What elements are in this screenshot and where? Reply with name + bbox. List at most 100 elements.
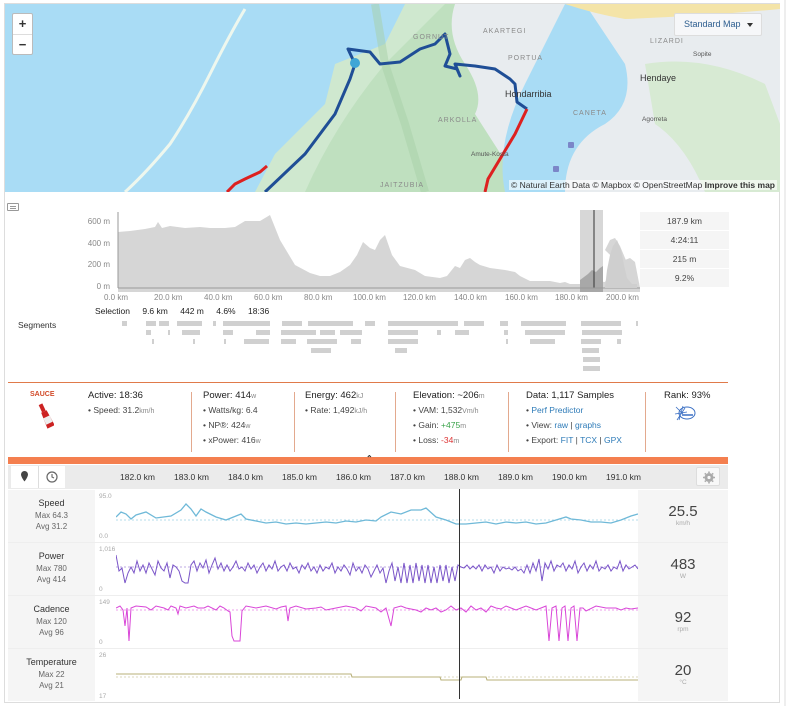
map-label: PORTUA [508, 55, 544, 62]
elev-x-tick: 180.0 km [555, 293, 588, 302]
export-gpx-link[interactable]: GPX [604, 435, 622, 445]
elev-x-tick: 0.0 km [104, 293, 129, 302]
elev-x-tick: 60.0 km [254, 293, 283, 302]
map-label: LIZARDI [650, 38, 684, 45]
temperature-current: 20 °C [638, 649, 728, 701]
graph-row-cadence: Cadence Max 120 Avg 96 149 0 92 rpm [8, 596, 728, 649]
map-label: Hendaye [640, 73, 677, 83]
cursor-stats-panel: 187.9 km 4:24:11 215 m 9.2% [640, 212, 729, 288]
sauce-stats-panel: SAUCE Active: 18:36 • Speed: 31.2km/h Po… [8, 384, 728, 456]
export-fit-link[interactable]: FIT [560, 435, 574, 445]
km-tick: 185.0 km [282, 472, 317, 482]
km-tick: 186.0 km [336, 472, 371, 482]
selection-summary: Selection 9.6 km 442 m 4.6% 18:36 [95, 306, 279, 316]
gear-icon [703, 471, 715, 484]
export-tcx-link[interactable]: TCX [580, 435, 598, 445]
power-stat: Power: 414w • Watts/kg: 6.4 • NP®: 424w … [203, 390, 261, 445]
attribution-text: © Natural Earth Data © Mapbox © OpenStre… [510, 180, 703, 190]
active-stat: Active: 18:36 • Speed: 31.2km/h [88, 390, 155, 415]
speed-current: 25.5 km/h [638, 490, 728, 542]
km-tick: 189.0 km [498, 472, 533, 482]
sauce-logo[interactable]: SAUCE [30, 391, 55, 398]
activity-panel [4, 3, 780, 703]
sauce-bottle-icon [38, 403, 54, 429]
map-label: Agorreta [642, 116, 667, 123]
selection-label: Selection [95, 306, 130, 316]
cursor-grade: 9.2% [640, 269, 729, 288]
cursor-elevation: 215 m [640, 250, 729, 269]
km-tick: 182.0 km [120, 472, 155, 482]
divider [508, 392, 509, 452]
cadence-graph[interactable] [116, 596, 638, 648]
chart-toggle-icon[interactable] [7, 203, 19, 211]
graphs-header: 182.0 km 183.0 km 184.0 km 185.0 km 186.… [8, 465, 728, 489]
stats-top-border [8, 382, 728, 383]
map-label: Hondarribia [505, 89, 552, 99]
perf-predictor-link[interactable]: Perf Predictor [531, 405, 584, 415]
distance-mode-button[interactable] [11, 466, 38, 488]
elev-x-tick: 120.0 km [403, 293, 436, 302]
view-graphs-link[interactable]: graphs [575, 420, 602, 430]
elev-x-tick: 20.0 km [154, 293, 183, 302]
graph-cursor-line[interactable] [459, 489, 460, 699]
view-raw-link[interactable]: raw [554, 420, 569, 430]
temperature-label-panel: Temperature Max 22 Avg 21 [8, 649, 95, 701]
km-tick: 190.0 km [552, 472, 587, 482]
temperature-graph[interactable] [116, 649, 638, 701]
map-label: AKARTEGI [483, 28, 527, 35]
map-style-label: Standard Map [684, 19, 741, 29]
map-label: Amute-Kosta [471, 151, 509, 158]
map-terrain [5, 4, 780, 192]
km-tick: 188.0 km [444, 472, 479, 482]
divider [645, 392, 646, 452]
page-scrollbar[interactable] [784, 0, 786, 706]
rank-badge-icon[interactable] [673, 404, 697, 424]
selection-time: 18:36 [247, 306, 270, 316]
elev-y-tick: 0 m [96, 282, 110, 291]
map-pin-icon [21, 471, 28, 482]
elevation-peak [605, 240, 637, 288]
selection-elevation: 442 m [180, 306, 204, 316]
elevation-profile[interactable] [110, 210, 640, 292]
clock-icon [46, 471, 58, 483]
elev-y-tick: 200 m [87, 260, 110, 269]
map-zoom-control: + − [12, 13, 33, 55]
km-tick: 187.0 km [390, 472, 425, 482]
graph-settings-button[interactable] [696, 467, 720, 486]
km-tick: 191.0 km [606, 472, 641, 482]
time-mode-button[interactable] [38, 466, 65, 488]
selection-distance: 9.6 km [142, 306, 168, 316]
energy-stat: Energy: 462kJ • Rate: 1,492kJ/h [305, 390, 368, 415]
cadence-current: 92 rpm [638, 596, 728, 648]
collapse-bar[interactable]: ⌃ [8, 454, 728, 464]
map-label: Sopite [693, 51, 712, 58]
elev-x-tick: 100.0 km [353, 293, 386, 302]
zoom-in-button[interactable]: + [18, 16, 27, 31]
graph-row-power: Power Max 780 Avg 414 1,016 0 483 W [8, 543, 728, 596]
zoom-out-button[interactable]: − [13, 34, 32, 54]
improve-map-link[interactable]: Improve this map [704, 180, 775, 190]
elev-x-tick: 200.0 km [606, 293, 639, 302]
map-style-dropdown[interactable]: Standard Map [674, 13, 762, 36]
cursor-distance: 187.9 km [640, 212, 729, 231]
speed-graph[interactable] [116, 490, 638, 542]
map-label: ARKOLLA [438, 117, 478, 124]
elev-x-tick: 160.0 km [505, 293, 538, 302]
km-tick: 184.0 km [228, 472, 263, 482]
graph-row-temperature: Temperature Max 22 Avg 21 26 17 20 °C [8, 649, 728, 702]
selection-grade: 4.6% [216, 306, 236, 316]
route-map[interactable]: GORNUT AKARTEGI PORTUA LIZARDI Sopite He… [5, 4, 780, 192]
graph-row-speed: Speed Max 64.3 Avg 31.2 95.0 0.0 25.5 km… [8, 490, 728, 543]
xaxis-mode-toggle [11, 466, 65, 488]
km-tick: 183.0 km [174, 472, 209, 482]
divider [294, 392, 295, 452]
divider [395, 392, 396, 452]
elev-x-tick: 40.0 km [204, 293, 233, 302]
elevation-stat: Elevation: ~206m • VAM: 1,532Vm/h • Gain… [413, 390, 485, 445]
speed-label-panel: Speed Max 64.3 Avg 31.2 [8, 490, 95, 542]
divider [191, 392, 192, 452]
elev-y-tick: 600 m [87, 217, 110, 226]
rank-stat: Rank: 93% [664, 390, 711, 401]
power-graph[interactable] [116, 543, 638, 595]
elev-x-tick: 80.0 km [304, 293, 333, 302]
